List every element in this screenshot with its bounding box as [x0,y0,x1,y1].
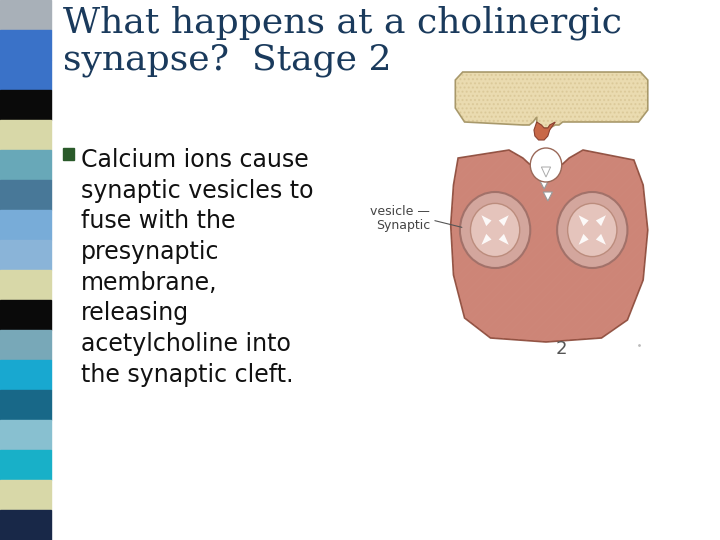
Text: vesicle —: vesicle — [371,205,431,218]
Polygon shape [534,122,555,140]
Bar [0,210,51,240]
Bar [0,240,51,270]
Polygon shape [579,234,589,245]
Text: Synaptic: Synaptic [376,219,431,232]
Polygon shape [596,234,606,245]
Circle shape [470,204,520,256]
Bar [0,90,51,120]
Bar [0,30,51,60]
Bar [0,60,51,90]
Bar [0,270,51,300]
Polygon shape [455,72,648,128]
Text: 2: 2 [555,340,567,358]
Polygon shape [579,215,589,226]
Polygon shape [482,215,492,226]
Polygon shape [541,167,551,177]
Bar [0,180,51,210]
Bar [0,420,51,450]
Bar [0,330,51,360]
Bar [0,0,51,30]
Polygon shape [499,215,509,226]
Text: What happens at a cholinergic: What happens at a cholinergic [63,5,622,39]
Text: Calcium ions cause
synaptic vesicles to
fuse with the
presynaptic
membrane,
rele: Calcium ions cause synaptic vesicles to … [81,148,313,387]
Circle shape [557,192,627,268]
Polygon shape [499,234,509,245]
Circle shape [567,204,617,256]
Text: synapse?  Stage 2: synapse? Stage 2 [63,43,392,77]
Bar [0,150,51,180]
Bar [0,300,51,330]
Bar [0,510,51,540]
Polygon shape [596,215,606,226]
Bar [63,148,74,160]
Polygon shape [451,150,648,342]
Bar [0,450,51,480]
Polygon shape [482,234,492,245]
Circle shape [530,148,562,182]
Circle shape [460,192,530,268]
Bar [0,360,51,390]
Polygon shape [539,180,549,189]
Bar [0,480,51,510]
Bar [0,120,51,150]
Bar [0,390,51,420]
Polygon shape [543,192,552,201]
